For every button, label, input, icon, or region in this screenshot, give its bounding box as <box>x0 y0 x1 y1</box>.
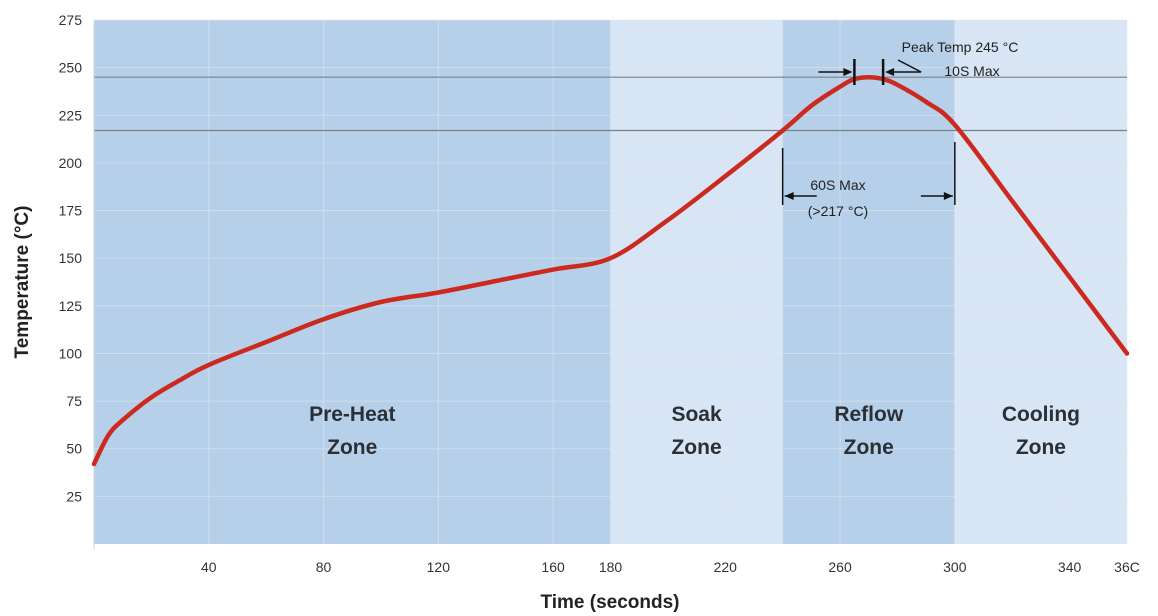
zone-label-3-line1: Reflow <box>834 403 904 426</box>
x-tick-label: 40 <box>201 559 217 575</box>
x-tick-label: 340 <box>1058 559 1082 575</box>
zone-label-2-line2: Zone <box>671 436 721 459</box>
zone-label-2-line1: Soak <box>671 403 722 426</box>
y-tick-label: 200 <box>59 155 83 171</box>
x-tick-label: 120 <box>427 559 451 575</box>
x-tick-label: 260 <box>828 559 852 575</box>
zone-label-1-line2: Zone <box>327 436 377 459</box>
reference-lines <box>94 76 1127 132</box>
zone-band-4 <box>954 20 1127 544</box>
zone-band-2 <box>610 20 783 544</box>
zone-band-1 <box>94 20 611 544</box>
tal-annotation-line2: (>217 °C) <box>808 203 868 219</box>
y-tick-label: 250 <box>59 60 83 76</box>
y-tick-label: 25 <box>66 488 82 504</box>
x-axis-title: Time (seconds) <box>540 592 679 613</box>
x-tick-labels: 40 80 120 160 180 220 260 300 340 36C <box>201 559 1140 575</box>
x-tick-label: 80 <box>316 559 332 575</box>
y-axis-title: Temperature (°C) <box>12 206 33 359</box>
peak-annotation-line1: Peak Temp 245 °C <box>902 39 1019 55</box>
x-tick-label: 220 <box>714 559 738 575</box>
annotations: Peak Temp 245 °C 10S Max 60S Max (>217 °… <box>781 39 1019 219</box>
tal-arrow-right-head <box>943 192 953 200</box>
y-tick-label: 125 <box>59 298 83 314</box>
time-above-liquidus-arrows <box>781 142 956 205</box>
zone-label-4-line2: Zone <box>1016 436 1066 459</box>
zone-bands <box>94 20 1127 544</box>
zone-band-3 <box>782 20 955 544</box>
tal-annotation-line1: 60S Max <box>810 177 865 193</box>
peak-duration-arrows <box>818 59 922 85</box>
y-tick-label: 150 <box>59 250 83 266</box>
peak-arrow-left-head <box>843 68 853 76</box>
y-tick-label: 100 <box>59 345 83 361</box>
zone-labels: Pre-Heat Zone Soak Zone Reflow Zone Cooling Zon… <box>309 403 1080 459</box>
y-tick-label: 75 <box>66 393 82 409</box>
peak-arrow-right-head <box>885 68 895 76</box>
x-tick-label: 36C <box>1114 559 1140 575</box>
y-tick-label: 50 <box>66 441 82 457</box>
y-tick-label: 275 <box>59 12 83 28</box>
y-tick-label: 225 <box>59 107 83 123</box>
peak-leader-line <box>897 59 922 73</box>
peak-annotation-line2: 10S Max <box>944 63 999 79</box>
x-tick-label: 300 <box>943 559 967 575</box>
y-tick-labels: 25 50 75 100 125 150 175 200 225 250 275 <box>59 12 83 504</box>
zone-label-1-line1: Pre-Heat <box>309 403 395 426</box>
zone-label-4-line1: Cooling <box>1002 403 1080 426</box>
y-tick-label: 175 <box>59 203 83 219</box>
x-tick-label: 180 <box>599 559 623 575</box>
zone-label-3-line2: Zone <box>844 436 894 459</box>
tal-arrow-left-head <box>784 192 794 200</box>
grid-lines <box>94 19 1128 544</box>
temperature-curve <box>91 74 1130 467</box>
x-tick-label: 160 <box>541 559 565 575</box>
